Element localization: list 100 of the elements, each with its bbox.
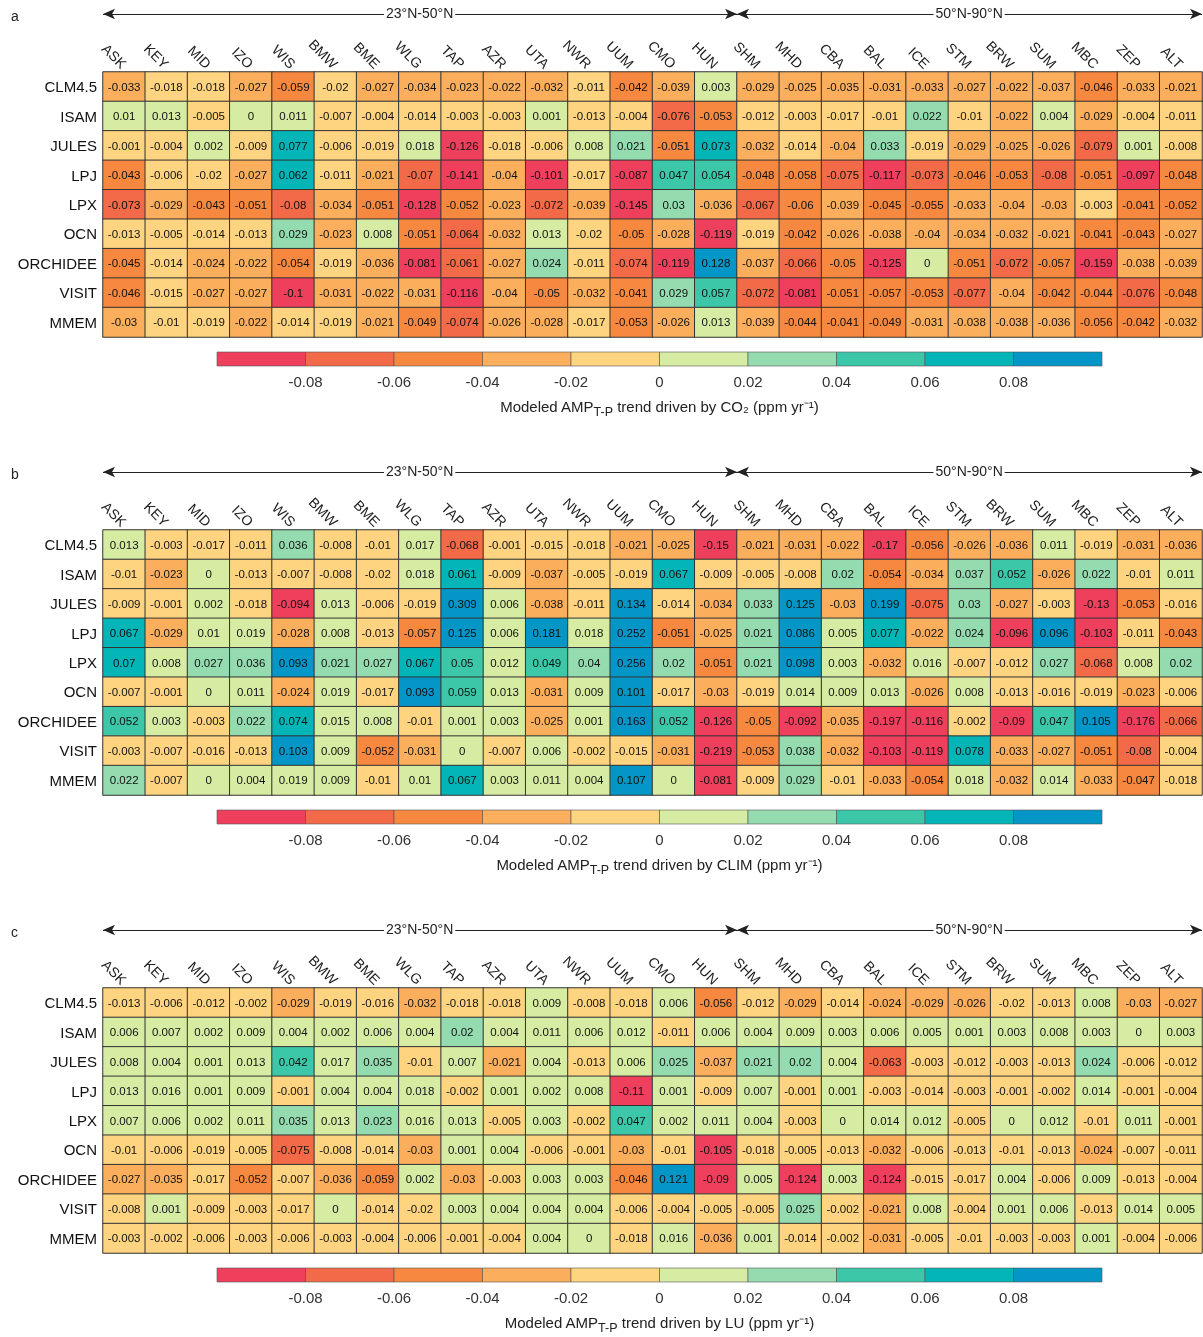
data-label: -0.013 <box>234 744 268 757</box>
data-label: -0.033 <box>868 774 902 787</box>
data-label: 0.02 <box>1169 656 1193 669</box>
color-bar-title: Modeled AMP$_{T-P}$ trend driven by CLIM (ppm yr⁻¹) <box>495 855 824 877</box>
data-label: -0.041 <box>615 286 648 299</box>
data-label: 0.002 <box>405 1173 435 1186</box>
data-label: -0.002 <box>826 1232 860 1245</box>
data-label: -0.007 <box>107 685 141 698</box>
y-tick-label: OCN <box>63 225 97 243</box>
color-bar-label: -0.04 <box>465 831 500 848</box>
data-label: -0.03 <box>111 316 138 329</box>
data-label: -0.005 <box>910 1232 944 1245</box>
data-label: -0.001 <box>784 1085 817 1098</box>
data-label: -0.005 <box>192 110 225 123</box>
y-tick-label: JULES <box>50 1053 97 1071</box>
data-label: -0.06 <box>787 198 814 211</box>
y-tick-label: MMEM <box>49 313 97 331</box>
x-tick-label: ICE <box>905 43 933 72</box>
data-label: -0.048 <box>1164 286 1198 299</box>
data-label: -0.004 <box>361 1232 395 1245</box>
data-label: 0 <box>247 110 255 123</box>
data-label: 0.098 <box>786 656 815 669</box>
data-label: 0.017 <box>321 1055 350 1068</box>
data-label: 0.024 <box>532 257 562 270</box>
data-label: -0.076 <box>657 110 690 123</box>
data-label: -0.019 <box>615 568 648 581</box>
data-label: 0.003 <box>828 656 858 669</box>
data-label: -0.001 <box>276 1085 310 1098</box>
data-label: -0.004 <box>488 1232 522 1245</box>
data-label: -0.013 <box>1037 996 1071 1009</box>
data-label: -0.032 <box>995 227 1029 240</box>
data-label: 0.013 <box>532 227 562 240</box>
data-label: 0.005 <box>912 1026 942 1039</box>
data-label: -0.045 <box>107 257 141 270</box>
data-label: 0 <box>332 1202 339 1215</box>
data-label: -0.03 <box>406 1143 434 1156</box>
data-label: 0.004 <box>363 1085 393 1098</box>
data-label: 0.008 <box>912 1202 942 1215</box>
data-label: -0.038 <box>530 597 564 610</box>
data-label: 0.011 <box>701 1114 730 1127</box>
data-label: -0.006 <box>615 1202 648 1215</box>
data-label: -0.001 <box>107 139 141 152</box>
data-label: -0.011 <box>1164 1143 1197 1156</box>
data-label: -0.09 <box>702 1173 730 1186</box>
color-bar-label: -0.06 <box>376 831 412 848</box>
data-label: 0.006 <box>363 1026 393 1039</box>
data-label: -0.021 <box>868 1202 902 1215</box>
x-tick-label: ICE <box>905 959 933 988</box>
data-label: 0.002 <box>194 139 224 152</box>
data-label: 0.029 <box>659 286 689 299</box>
data-label: 0.022 <box>236 715 266 728</box>
data-label: -0.032 <box>995 774 1029 787</box>
data-label: -0.041 <box>1122 198 1155 211</box>
data-label: -0.119 <box>657 257 690 270</box>
data-label: 0.012 <box>1039 1114 1069 1127</box>
data-label: -0.126 <box>699 715 733 728</box>
data-label: 0.001 <box>194 1055 224 1068</box>
data-label: 0.093 <box>278 656 308 669</box>
x-tick-label: ZEP <box>1113 41 1145 72</box>
data-label: -0.053 <box>995 169 1029 182</box>
data-label: 0.006 <box>616 1055 646 1068</box>
data-label: 0.001 <box>1081 1232 1111 1245</box>
data-label: -0.011 <box>1164 110 1197 123</box>
data-label: -0.006 <box>192 1232 225 1245</box>
data-label: -0.006 <box>361 597 395 610</box>
color-bar-label: 0.04 <box>821 373 852 390</box>
data-label: -0.008 <box>107 1202 141 1215</box>
data-label: 0.013 <box>490 685 519 698</box>
data-label: -0.006 <box>150 169 183 182</box>
data-label: -0.051 <box>403 227 437 240</box>
data-label: -0.087 <box>615 169 648 182</box>
data-label: -0.072 <box>995 257 1029 270</box>
data-label: -0.021 <box>361 169 395 182</box>
data-label: -0.022 <box>361 286 395 299</box>
y-tick-label: LPJ <box>71 624 97 642</box>
data-label: 0 <box>1135 1026 1142 1039</box>
data-label: -0.032 <box>572 286 606 299</box>
data-label: -0.001 <box>445 1232 479 1245</box>
data-label: 0.004 <box>532 1202 562 1215</box>
data-label: 0.011 <box>1166 568 1195 581</box>
data-label: -0.076 <box>1122 286 1155 299</box>
data-label: -0.017 <box>192 538 225 551</box>
data-label: 0.021 <box>743 656 773 669</box>
data-label: 0.003 <box>490 774 519 787</box>
data-label: -0.13 <box>1083 597 1110 610</box>
data-label: -0.026 <box>1037 568 1071 581</box>
data-label: 0.256 <box>616 656 646 669</box>
data-label: 0.011 <box>236 685 265 698</box>
data-label: 0.027 <box>194 656 224 669</box>
data-label: -0.002 <box>953 715 986 728</box>
data-label: -0.026 <box>1037 139 1071 152</box>
data-label: -0.023 <box>488 198 521 211</box>
data-label: -0.04 <box>998 286 1026 299</box>
data-label: 0.011 <box>532 774 561 787</box>
data-label: 0.011 <box>279 110 308 123</box>
data-label: -0.019 <box>741 685 775 698</box>
data-label: 0.054 <box>701 169 731 182</box>
data-label: 0.011 <box>1124 1114 1153 1127</box>
data-label: -0.031 <box>910 316 944 329</box>
data-label: -0.021 <box>741 538 775 551</box>
